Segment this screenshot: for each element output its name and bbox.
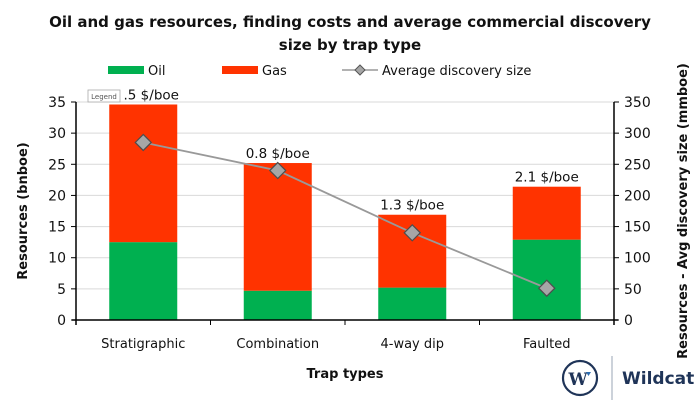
avg-point-diamond	[268, 161, 287, 180]
avg-point-diamond	[403, 223, 422, 242]
bar-oil-0	[109, 242, 178, 320]
avg-point-diamond	[537, 279, 556, 298]
legend-swatch-oil	[108, 66, 144, 74]
bar-labels: .5 $/boe 0.8 $/boe 1.3 $/boe 2.1 $/boe	[124, 87, 579, 213]
y-tick-labels: 0 5 10 15 20 25 30 35	[48, 95, 66, 329]
chart-title-line-2: size by trap type	[279, 36, 421, 54]
category-label: Stratigraphic	[101, 337, 185, 352]
axes	[71, 101, 619, 325]
bars	[109, 104, 581, 320]
category-label: Combination	[236, 337, 319, 352]
y2-axis-title: Resources - Avg discovery size (mmboe)	[676, 63, 691, 359]
logo-mark: W	[567, 370, 588, 390]
logo-accent-icon	[586, 372, 591, 376]
y2-tick-label: 200	[624, 188, 651, 204]
y-tick-label: 25	[48, 157, 66, 173]
y2-tick-label: 250	[624, 157, 651, 173]
y2-tick-label: 50	[624, 282, 642, 298]
legend-swatch-gas	[222, 66, 258, 74]
bar-gas-1	[243, 163, 312, 291]
legend-label-gas: Gas	[262, 64, 287, 79]
y-tick-label: 10	[48, 251, 66, 267]
bar-gas-3	[512, 186, 581, 240]
tooltip-text: Legend	[91, 93, 117, 101]
category-label: Faulted	[523, 337, 570, 352]
avg-line-path	[143, 141, 548, 290]
logo-brand: Wildcat	[622, 369, 694, 389]
y2-tick-label: 300	[624, 126, 651, 142]
legend-label-avg: Average discovery size	[382, 64, 531, 79]
bar-oil-1	[243, 290, 312, 320]
y-axis-title: Resources (bnboe)	[16, 142, 31, 279]
y-tick-label: 30	[48, 126, 66, 142]
bar-cost-label: .5 $/boe	[124, 87, 179, 103]
bar-cost-label: 0.8 $/boe	[246, 146, 310, 162]
y-tick-label: 20	[48, 188, 66, 204]
logo-circle-icon	[561, 359, 599, 397]
category-labels: Stratigraphic Combination 4-way dip Faulted	[101, 337, 570, 352]
bar-gas-0	[109, 104, 178, 243]
chart-title-line-1: Oil and gas resources, finding costs and…	[49, 13, 651, 31]
legend-label-oil: Oil	[148, 64, 165, 79]
legend: Oil Gas Average discovery size	[108, 64, 531, 79]
y-tick-label: 15	[48, 220, 66, 236]
y-tick-label: 35	[48, 95, 66, 111]
wildcat-logo: W Wildcat	[561, 356, 694, 400]
bar-cost-label: 1.3 $/boe	[380, 198, 444, 214]
legend-marker-diamond-icon	[354, 64, 366, 76]
x-axis-title: Trap types	[306, 367, 383, 382]
avg-point-diamond	[134, 133, 153, 152]
y-tick-label: 5	[57, 282, 66, 298]
avg-discovery-line	[134, 133, 556, 298]
y2-tick-label: 0	[624, 313, 633, 329]
category-label: 4-way dip	[380, 337, 444, 352]
y2-tick-label: 150	[624, 220, 651, 236]
y2-tick-labels: 0 50 100 150 200 250 300 350	[624, 95, 651, 329]
y2-tick-label: 350	[624, 95, 651, 111]
y2-tick-label: 100	[624, 251, 651, 267]
bar-oil-2	[378, 287, 447, 320]
y-tick-label: 0	[57, 313, 66, 329]
bar-cost-label: 2.1 $/boe	[515, 170, 579, 186]
legend-tooltip: Legend	[87, 89, 121, 103]
